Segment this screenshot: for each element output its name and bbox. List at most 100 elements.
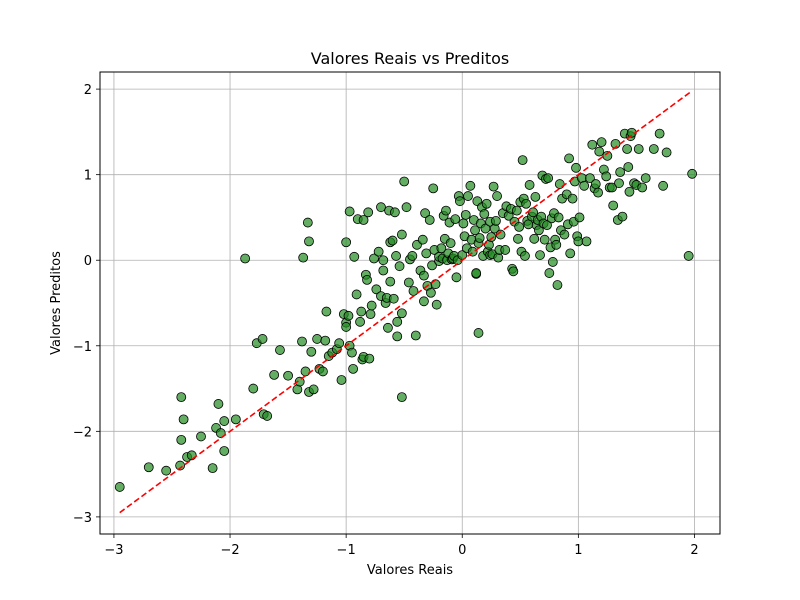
scatter-point — [378, 255, 389, 266]
scatter-point — [308, 384, 319, 395]
scatter-point — [419, 296, 429, 307]
scatter-point — [262, 411, 273, 421]
scatter-point — [544, 268, 555, 278]
scatter-point — [465, 180, 476, 191]
scatter-point — [451, 272, 462, 283]
scatter-point — [687, 168, 698, 179]
scatter-point — [553, 212, 564, 223]
scatter-point — [300, 366, 311, 377]
scatter-point — [373, 246, 384, 257]
scatter-point — [230, 414, 241, 425]
scatter-point — [492, 191, 502, 201]
scatter-point — [428, 183, 439, 194]
scatter-point — [587, 139, 598, 150]
y-tick-label: −2 — [73, 425, 92, 440]
scatter-point — [376, 202, 386, 213]
scatter-point — [530, 192, 541, 202]
x-tick-label: −1 — [337, 543, 356, 558]
scatter-point — [297, 336, 307, 347]
scatter-point — [390, 207, 400, 218]
scatter-point — [430, 279, 441, 290]
scatter-point — [275, 345, 285, 355]
scatter-point — [298, 252, 309, 263]
x-tick-label: −2 — [220, 543, 239, 558]
scatter-point — [419, 270, 429, 281]
scatter-point — [488, 181, 499, 192]
scatter-point — [661, 147, 672, 158]
scatter-point — [369, 253, 379, 264]
scatter-point — [176, 434, 187, 445]
scatter-point — [511, 205, 522, 216]
scatter-point — [417, 234, 428, 245]
scatter-point — [551, 239, 562, 250]
scatter-point — [474, 233, 485, 243]
x-axis-label: Valores Reais — [367, 563, 453, 578]
scatter-point — [436, 243, 447, 254]
scatter-point — [427, 260, 437, 271]
scatter-point — [590, 179, 601, 189]
scatter-point — [481, 198, 492, 209]
scatter-point — [366, 300, 377, 311]
scatter-point — [601, 171, 612, 182]
scatter-point — [383, 322, 393, 333]
scatter-point — [312, 334, 323, 344]
scatter-point — [363, 207, 374, 218]
scatter-point — [143, 462, 154, 473]
scatter-point — [114, 482, 125, 492]
scatter-point — [585, 173, 595, 183]
scatter-point — [349, 251, 360, 262]
scatter-point — [524, 180, 535, 190]
scatter-point — [463, 191, 473, 201]
scatter-point — [574, 212, 585, 223]
scatter-point — [396, 229, 407, 240]
scatter-point — [622, 144, 633, 154]
scatter-point — [334, 338, 345, 349]
scatter-point — [455, 196, 465, 207]
scatter-point — [607, 182, 617, 193]
scatter-point — [351, 289, 362, 300]
scatter-point — [552, 280, 563, 290]
scatter-point — [654, 128, 665, 139]
scatter-point — [486, 232, 497, 243]
plot-frame — [99, 71, 721, 535]
scatter-point — [458, 218, 469, 229]
scatter-point — [355, 316, 365, 327]
scatter-point — [240, 253, 251, 264]
scatter-point — [392, 316, 403, 327]
scatter-point — [594, 146, 605, 157]
scatter-point — [302, 217, 313, 228]
scatter-point — [571, 162, 581, 173]
reference-line — [119, 91, 692, 514]
scatter-point — [554, 179, 565, 189]
scatter-point — [593, 187, 603, 198]
x-tick-label: 0 — [458, 543, 466, 558]
scatter-point — [348, 363, 359, 374]
y-tick-label: 1 — [84, 169, 92, 184]
scatter-point — [500, 245, 511, 255]
scatter-point — [513, 233, 523, 244]
scatter-point — [321, 306, 332, 317]
scatter-point — [479, 209, 490, 219]
y-tick-label: −1 — [73, 340, 92, 355]
scatter-point — [178, 414, 189, 425]
scatter-point — [364, 353, 375, 364]
scatter-point — [365, 309, 376, 320]
scatter-point — [392, 331, 403, 342]
scatter-point — [542, 220, 552, 231]
scatter-point — [424, 215, 435, 225]
scatter-point — [176, 392, 187, 403]
scatter-point — [615, 167, 626, 178]
scatter-point — [471, 268, 482, 278]
scatter-point — [491, 215, 501, 226]
scatter-point — [410, 330, 421, 341]
scatter-point — [318, 366, 328, 377]
scatter-point — [391, 251, 401, 261]
scatter-point — [559, 229, 570, 240]
scatter-point — [358, 215, 369, 225]
scatter-point — [640, 173, 651, 183]
axis-ticks: −3 −2 −1 0 1 2 −3 −2 −1 0 1 2 — [73, 83, 699, 558]
scatter-point — [425, 287, 436, 298]
scatter-point — [401, 202, 412, 213]
